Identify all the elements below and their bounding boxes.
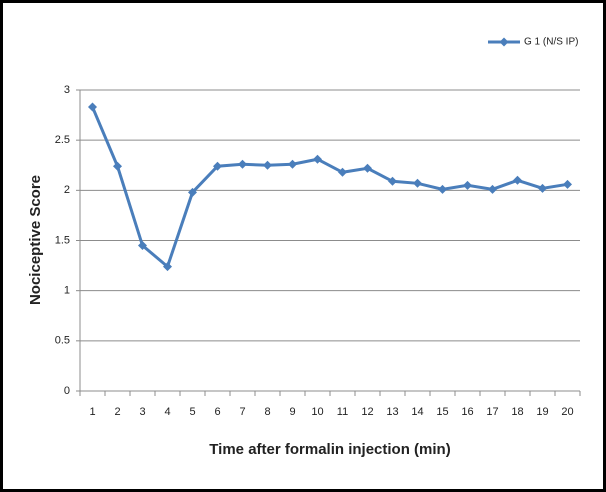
- point: [238, 159, 247, 169]
- y-tick-label: 3: [64, 84, 70, 96]
- x-tick-label: 12: [361, 406, 373, 418]
- point: [338, 167, 347, 177]
- y-tick-label: 1: [64, 285, 70, 297]
- x-tick-label: 19: [536, 406, 548, 418]
- y-tick-label: 2: [64, 184, 70, 196]
- point: [288, 159, 297, 169]
- point: [163, 262, 172, 272]
- point: [188, 187, 197, 197]
- point: [538, 183, 547, 193]
- x-tick-label: 11: [337, 406, 348, 418]
- x-tick-label: 17: [486, 406, 498, 418]
- point: [488, 184, 497, 194]
- point: [363, 163, 372, 173]
- x-tick-label: 4: [164, 406, 170, 418]
- x-tick-label: 6: [214, 406, 220, 418]
- series-line: [91, 106, 568, 270]
- point: [413, 178, 422, 188]
- point: [563, 179, 572, 189]
- legend-label: G 1 (N/S IP): [524, 37, 578, 48]
- x-tick-label: 18: [511, 406, 523, 418]
- y-tick-label: 2.5: [55, 134, 70, 146]
- x-tick-label: 20: [561, 406, 573, 418]
- x-tick-label: 3: [139, 406, 145, 418]
- x-tick-label: 7: [239, 406, 245, 418]
- point: [263, 160, 272, 170]
- x-tick-label: 2: [114, 406, 120, 418]
- x-tick-label: 8: [264, 406, 270, 418]
- point: [138, 241, 147, 251]
- point: [463, 180, 472, 190]
- x-tick-label: 14: [411, 406, 423, 418]
- point: [213, 161, 222, 171]
- legend-marker: [499, 37, 509, 47]
- x-tick-label: 13: [386, 406, 398, 418]
- x-tick-label: 15: [436, 406, 448, 418]
- y-tick-label: 1.5: [55, 234, 70, 246]
- point: [513, 175, 522, 185]
- point: [113, 161, 122, 171]
- x-axis-title: Time after formalin injection (min): [209, 441, 450, 458]
- y-tick-label: 0: [64, 385, 70, 397]
- y-axis-title: Nociceptive Score: [27, 175, 44, 305]
- x-tick-label: 1: [89, 406, 95, 418]
- point: [438, 184, 447, 194]
- point: [88, 102, 97, 112]
- x-tick-label: 10: [311, 406, 323, 418]
- y-tick-label: 0.5: [55, 335, 70, 347]
- x-tick-label: 9: [289, 406, 295, 418]
- x-tick-label: 5: [189, 406, 195, 418]
- x-tick-label: 16: [461, 406, 473, 418]
- point: [388, 176, 397, 186]
- point: [313, 154, 322, 164]
